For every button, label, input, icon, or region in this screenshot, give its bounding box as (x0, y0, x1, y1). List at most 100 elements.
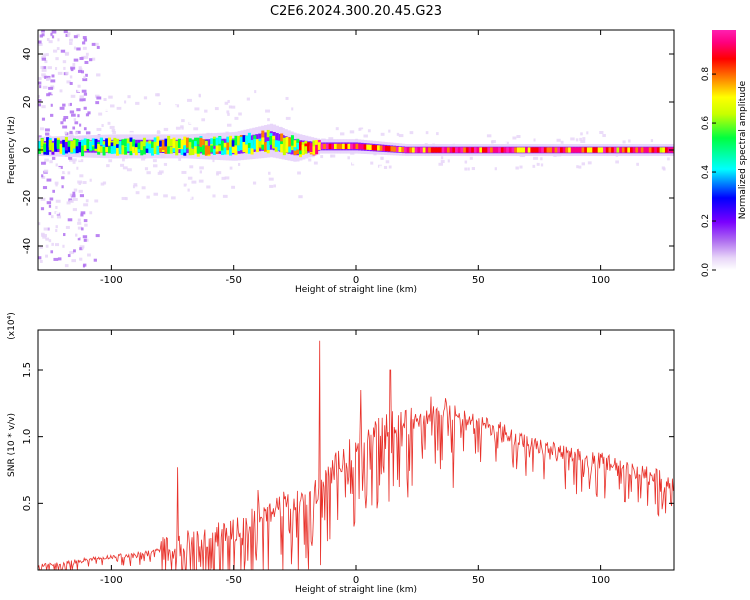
spectrogram-core-mark (506, 147, 510, 153)
spectrogram-noise-mark (486, 164, 492, 168)
spectrogram-noise-mark (101, 124, 104, 128)
spectrogram-noise-mark (51, 91, 55, 95)
spectrogram-core-mark (468, 147, 472, 153)
spectrogram-core-mark (277, 140, 281, 150)
spectrogram-noise-mark (436, 132, 439, 136)
spectrogram-noise-mark (440, 160, 445, 164)
spectrogram-core-mark (594, 147, 598, 153)
spectrogram-noise-mark (231, 105, 236, 109)
spectrogram-noise-mark (122, 158, 125, 162)
spectrogram-noise-mark (54, 181, 59, 185)
spectrogram-noise-mark (51, 232, 56, 236)
spectrogram-core-mark (159, 140, 163, 147)
spectrogram-core-mark (323, 143, 327, 150)
spectrogram-core-mark (231, 140, 235, 148)
spectrogram-noise-mark (568, 156, 572, 160)
spectrogram-noise-mark (47, 77, 51, 81)
spectrogram-core-mark (449, 147, 453, 153)
spectrogram-noise-mark (46, 38, 50, 42)
spectrogram-noise-mark (77, 237, 81, 241)
spectrogram-noise-mark (156, 93, 159, 97)
spectrogram-noise-mark (144, 167, 149, 171)
spectrogram-noise-mark (187, 98, 192, 102)
spectrogram-noise-mark (383, 165, 388, 169)
spectrogram-core-mark (662, 147, 666, 153)
spectrogram-core-mark (94, 142, 98, 149)
spectrogram-noise-mark (438, 162, 443, 166)
spectrogram-noise-mark (41, 221, 44, 225)
spectrogram-noise-mark (116, 103, 121, 107)
spectrogram-noise-mark (170, 102, 174, 106)
spectrogram-core-mark (441, 147, 445, 153)
spectrogram-core-mark (619, 147, 623, 153)
bottom-x-tick-label: 0 (353, 575, 359, 586)
spectrogram-core-mark (317, 142, 321, 150)
spectrogram-noise-mark (57, 257, 62, 261)
spectrogram-noise-mark (172, 105, 177, 109)
spectrogram-noise-mark (85, 52, 89, 56)
spectrogram-noise-mark (62, 103, 66, 107)
spectrogram-noise-mark (273, 184, 276, 188)
spectrogram-core-mark (132, 146, 136, 153)
spectrogram-noise-mark (41, 66, 47, 70)
spectrogram-noise-mark (80, 86, 85, 90)
spectrogram-noise-mark (481, 139, 486, 143)
spectrogram-core-mark (194, 141, 198, 148)
bottom-x-axis-label: Height of straight line (km) (295, 585, 417, 595)
spectrogram-core-mark (269, 136, 273, 145)
spectrogram-core-mark (481, 147, 485, 153)
spectrogram-core-mark (113, 137, 117, 146)
spectrogram-core-mark (280, 144, 284, 153)
spectrogram-core-mark (261, 137, 265, 145)
spectrogram-core-mark (218, 142, 222, 152)
spectrogram-noise-mark (51, 242, 54, 246)
spectrogram-noise-mark (87, 253, 91, 257)
spectrogram-noise-mark (516, 135, 521, 139)
snr-panel: -100 -50 0 50 100 0.5 1.0 1.5 Height of straig… (7, 312, 675, 595)
spectrogram-noise-mark (64, 131, 67, 135)
spectrogram-noise-mark (69, 251, 75, 255)
spectrogram-noise-mark (103, 98, 107, 102)
spectrogram-core-mark (97, 144, 101, 152)
spectrogram-noise-mark (57, 38, 60, 42)
spectrogram-noise-mark (40, 127, 45, 131)
spectrogram-noise-mark (153, 192, 159, 196)
spectrogram-noise-mark (66, 201, 71, 205)
spectrogram-noise-mark (41, 105, 46, 109)
spectrogram-noise-mark (45, 237, 50, 241)
spectrogram-noise-mark (576, 165, 579, 169)
spectrogram-core-mark (199, 137, 203, 147)
spectrogram-noise-mark (54, 25, 57, 28)
spectrogram-core-mark (425, 147, 429, 153)
spectrogram-noise-mark (65, 33, 69, 37)
spectrogram-noise-mark (194, 107, 200, 111)
spectrogram-noise-mark (265, 174, 269, 178)
spectrogram-noise-mark (60, 121, 64, 125)
spectrogram-core-mark (38, 141, 41, 149)
spectrogram-noise-mark (308, 158, 312, 162)
spectrogram-noise-mark (287, 126, 292, 130)
spectrogram-noise-mark (622, 140, 626, 144)
spectrogram-noise-mark (219, 125, 224, 129)
spectrogram-core-mark (433, 147, 437, 153)
top-x-tick-label: -100 (100, 275, 123, 286)
spectrogram-noise-mark (38, 81, 42, 85)
spectrogram-core-mark (107, 137, 111, 146)
spectrogram-core-mark (56, 139, 60, 150)
spectrogram-noise-mark (238, 112, 242, 116)
spectrogram-noise-mark (367, 129, 371, 133)
spectrogram-core-mark (352, 143, 356, 150)
spectrogram-core-mark (570, 147, 574, 153)
spectrogram-noise-mark (79, 89, 84, 93)
spectrogram-core-mark (417, 147, 421, 153)
spectrogram-noise-mark (533, 156, 539, 160)
spectrogram-noise-mark (78, 68, 83, 72)
spectrogram-noise-mark (486, 134, 492, 138)
spectrogram-core-mark (584, 147, 588, 153)
spectrogram-core-mark (560, 147, 564, 153)
spectrogram-noise-mark (491, 140, 496, 144)
spectrogram-noise-mark (532, 164, 536, 168)
spectrogram-core-mark (237, 144, 241, 152)
spectrogram-core-mark (664, 147, 668, 153)
spectrogram-noise-mark (41, 30, 45, 33)
